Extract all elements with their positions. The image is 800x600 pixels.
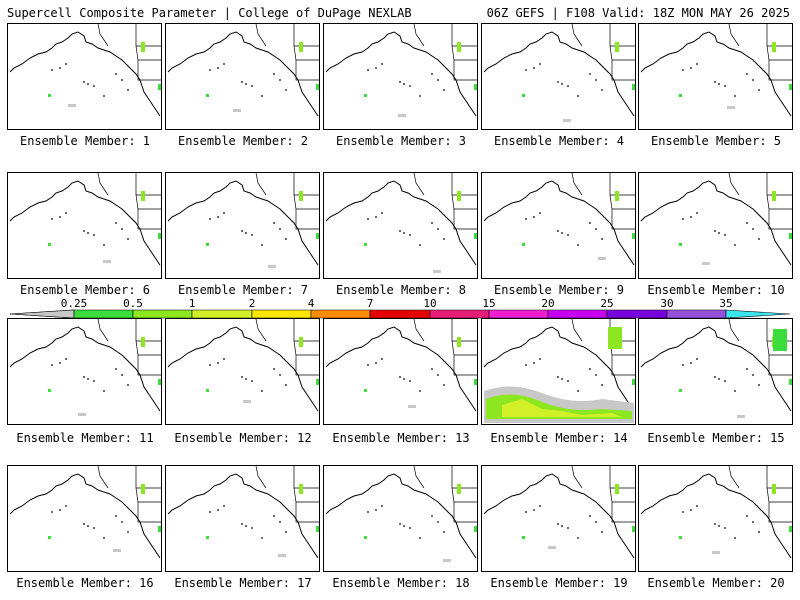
map-outline xyxy=(325,173,477,273)
color-scale-segment xyxy=(310,309,371,319)
color-scale-tick-label: 0.25 xyxy=(60,297,88,310)
ensemble-member-label: Ensemble Member: 2 xyxy=(177,134,309,148)
color-scale-tick-label: 0.5 xyxy=(123,297,143,310)
color-scale-segment xyxy=(10,309,75,319)
ensemble-member-label: Ensemble Member: 10 xyxy=(647,283,785,297)
ensemble-member-label: Ensemble Member: 13 xyxy=(332,431,470,445)
ensemble-map-panel xyxy=(638,318,793,425)
color-scale-segment xyxy=(488,309,549,319)
ensemble-member-label: Ensemble Member: 4 xyxy=(493,134,625,148)
color-scale-tick-label: 30 xyxy=(660,297,674,310)
map-outline xyxy=(9,173,161,266)
ensemble-map-panel xyxy=(165,465,320,572)
ensemble-map-panel xyxy=(323,318,478,425)
ensemble-map-panel xyxy=(7,172,162,279)
map-outline xyxy=(483,466,635,559)
ensemble-map-panel xyxy=(165,172,320,279)
color-scale-segment xyxy=(547,309,608,319)
ensemble-member-label: Ensemble Member: 20 xyxy=(647,576,785,590)
ensemble-map-panel xyxy=(7,465,162,572)
color-scale-segment xyxy=(725,309,790,319)
ensemble-map-panel xyxy=(638,172,793,279)
ensemble-map-panel xyxy=(7,318,162,425)
ensemble-member-label: Ensemble Member: 9 xyxy=(493,283,625,297)
color-scale-segment xyxy=(73,309,134,319)
ensemble-map-panel xyxy=(323,172,478,279)
ensemble-map-panel xyxy=(481,23,636,130)
color-scale-tick-label: 2 xyxy=(248,297,256,310)
map-outline xyxy=(640,173,792,266)
ensemble-map-panel xyxy=(165,318,320,425)
color-scale-tick-label: 25 xyxy=(600,297,614,310)
map-title: Supercell Composite Parameter | College … xyxy=(7,6,412,20)
color-scale-segment xyxy=(666,309,727,319)
ensemble-map-panel xyxy=(165,23,320,130)
ensemble-member-label: Ensemble Member: 3 xyxy=(335,134,467,148)
ensemble-map-panel xyxy=(481,318,636,425)
color-scale-bar xyxy=(10,309,790,319)
color-scale-segment xyxy=(369,309,431,319)
map-outline xyxy=(325,319,477,412)
color-scale-segment xyxy=(429,309,490,319)
color-scale-tick-label: 35 xyxy=(719,297,733,310)
ensemble-member-label: Ensemble Member: 6 xyxy=(19,283,151,297)
model-run-info: 06Z GEFS | F108 Valid: 18Z MON MAY 26 20… xyxy=(486,6,790,20)
ensemble-member-label: Ensemble Member: 12 xyxy=(174,431,312,445)
ensemble-member-label: Ensemble Member: 5 xyxy=(650,134,782,148)
map-outline xyxy=(640,466,792,559)
color-scale-tick-label: 4 xyxy=(307,297,315,310)
map-outline xyxy=(9,466,161,559)
map-outline xyxy=(167,24,319,117)
ensemble-member-label: Ensemble Member: 8 xyxy=(335,283,467,297)
ensemble-member-label: Ensemble Member: 18 xyxy=(332,576,470,590)
map-outline xyxy=(640,319,792,418)
ensemble-map-panel xyxy=(638,23,793,130)
map-outline xyxy=(483,24,635,122)
map-outline xyxy=(9,319,161,416)
color-scale-tick-label: 10 xyxy=(423,297,437,310)
ensemble-map-panel xyxy=(7,23,162,130)
color-scale-tick-label: 1 xyxy=(188,297,196,310)
map-outline xyxy=(325,24,477,117)
ensemble-member-label: Ensemble Member: 1 xyxy=(19,134,151,148)
ensemble-map-panel xyxy=(481,465,636,572)
color-scale-segment xyxy=(191,309,253,319)
ensemble-map-panel xyxy=(638,465,793,572)
map-outline xyxy=(640,24,792,117)
color-scale-tick-label: 7 xyxy=(366,297,374,310)
ensemble-map-panel xyxy=(323,23,478,130)
map-outline xyxy=(167,466,319,559)
ensemble-member-label: Ensemble Member: 16 xyxy=(16,576,154,590)
map-outline xyxy=(483,319,635,423)
ensemble-member-label: Ensemble Member: 19 xyxy=(490,576,628,590)
ensemble-member-label: Ensemble Member: 11 xyxy=(16,431,154,445)
map-outline xyxy=(483,173,635,266)
map-outline xyxy=(9,24,161,117)
ensemble-member-label: Ensemble Member: 14 xyxy=(490,431,628,445)
color-scale-segment xyxy=(251,309,312,319)
ensemble-member-label: Ensemble Member: 17 xyxy=(174,576,312,590)
map-outline xyxy=(325,466,477,562)
ensemble-map-panel xyxy=(481,172,636,279)
color-scale-segment xyxy=(132,309,193,319)
map-outline xyxy=(167,173,319,268)
ensemble-member-label: Ensemble Member: 15 xyxy=(647,431,785,445)
ensemble-map-panel xyxy=(323,465,478,572)
color-scale-tick-label: 15 xyxy=(482,297,496,310)
ensemble-member-label: Ensemble Member: 7 xyxy=(177,283,309,297)
color-scale-segment xyxy=(606,309,668,319)
map-outline xyxy=(167,319,319,412)
color-scale-tick-label: 20 xyxy=(541,297,555,310)
